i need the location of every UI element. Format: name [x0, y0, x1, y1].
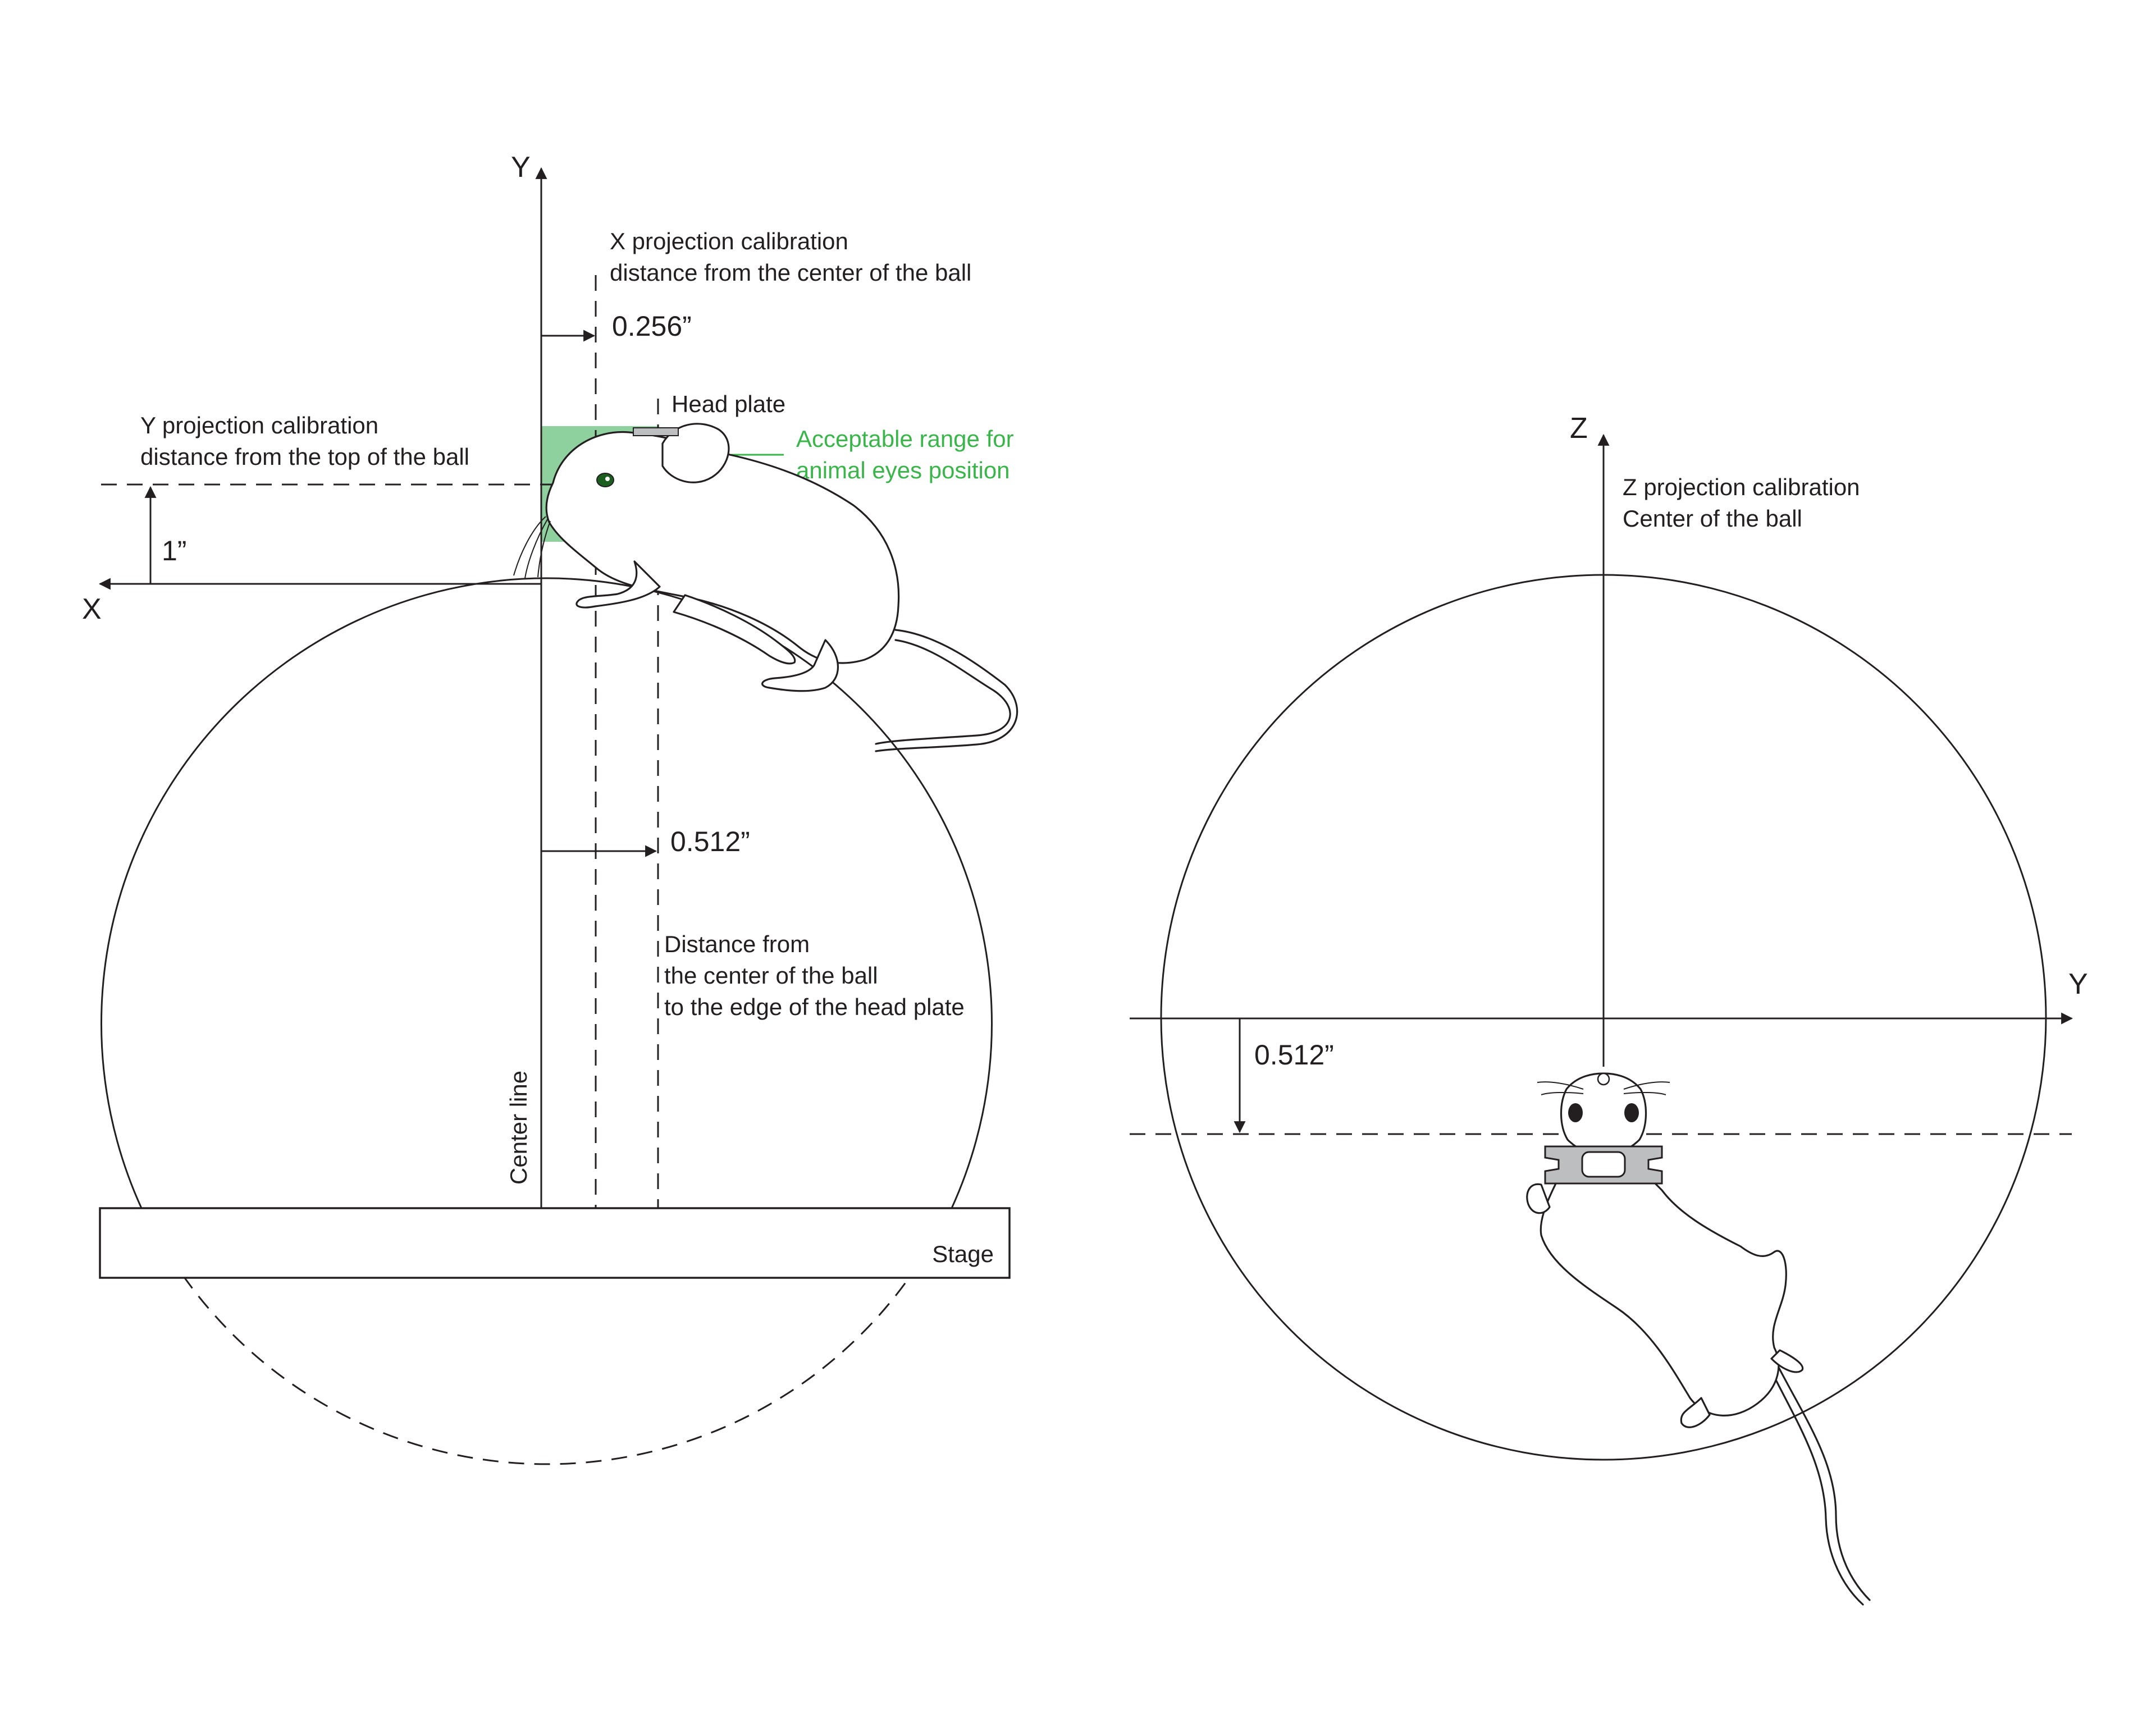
center-line-label: Center line — [505, 1071, 532, 1185]
z-projection-label-line2: Center of the ball — [1623, 505, 1802, 532]
top-view-mouse-illustration — [1526, 1072, 1871, 1606]
ball-hidden-outline — [182, 1275, 912, 1465]
x-offset-value: 0.256” — [612, 310, 692, 342]
distance-label-line3: to the edge of the head plate — [664, 994, 965, 1020]
x-projection-label-line1: X projection calibration — [610, 228, 848, 254]
y-axis-label: Y — [511, 151, 531, 184]
top-view-panel: Z Y Z projection calibration Center of t… — [1130, 412, 2088, 1606]
distance-label-line1: Distance from — [664, 931, 810, 957]
top-offset-value: 0.512” — [1254, 1039, 1334, 1071]
y-projection-label-line1: Y projection calibration — [140, 412, 378, 438]
acceptable-range-label-line2: animal eyes position — [796, 457, 1010, 483]
stage-label: Stage — [932, 1241, 994, 1267]
ball-outline — [101, 577, 993, 1209]
top-y-axis-label: Y — [2068, 968, 2088, 1000]
headplate-offset-value: 0.512” — [670, 826, 750, 857]
distance-label-line2: the center of the ball — [664, 962, 878, 989]
side-view-panel: Stage Y X 1” Y projection calibration di… — [82, 151, 1018, 1465]
x-axis-label: X — [82, 593, 102, 625]
stage-platform — [99, 1207, 1011, 1279]
y-offset-value: 1” — [162, 535, 186, 566]
x-projection-label-line2: distance from the center of the ball — [610, 259, 971, 286]
side-view-mouse-illustration — [513, 423, 1018, 752]
z-projection-label-line1: Z projection calibration — [1623, 474, 1860, 500]
acceptable-range-label-line1: Acceptable range for — [796, 426, 1014, 452]
head-plate-label: Head plate — [672, 391, 785, 417]
y-projection-label-line2: distance from the top of the ball — [140, 444, 469, 470]
z-axis-label: Z — [1570, 412, 1588, 445]
